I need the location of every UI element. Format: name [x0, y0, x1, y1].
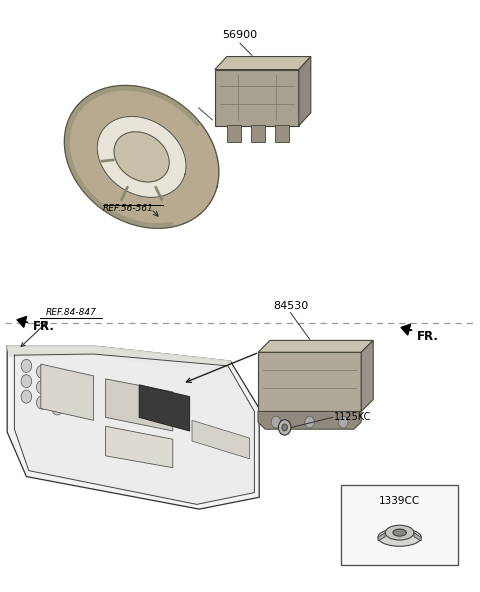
Ellipse shape [378, 529, 421, 546]
Polygon shape [258, 352, 361, 411]
Circle shape [282, 424, 288, 431]
Ellipse shape [393, 529, 407, 536]
Polygon shape [215, 70, 299, 126]
Polygon shape [7, 346, 230, 373]
Polygon shape [139, 385, 190, 431]
Circle shape [36, 381, 47, 394]
Circle shape [52, 371, 62, 384]
Polygon shape [215, 57, 311, 70]
Polygon shape [378, 533, 385, 541]
Text: FR.: FR. [33, 320, 55, 333]
Circle shape [278, 420, 291, 435]
FancyArrowPatch shape [17, 317, 27, 327]
Polygon shape [106, 426, 173, 468]
Text: FR.: FR. [417, 330, 439, 343]
Bar [251, 125, 265, 143]
Polygon shape [64, 85, 219, 229]
Circle shape [52, 402, 62, 415]
Circle shape [271, 416, 281, 428]
Polygon shape [41, 364, 94, 420]
Polygon shape [361, 340, 373, 411]
Ellipse shape [385, 525, 414, 540]
Circle shape [36, 365, 47, 378]
Circle shape [338, 416, 348, 428]
Polygon shape [114, 132, 169, 182]
Polygon shape [192, 420, 250, 459]
Circle shape [21, 375, 32, 388]
Circle shape [52, 387, 62, 400]
FancyArrowPatch shape [401, 324, 411, 335]
Polygon shape [258, 340, 373, 352]
Polygon shape [299, 57, 311, 126]
Bar [275, 125, 289, 143]
Circle shape [305, 416, 314, 428]
Text: 56900: 56900 [222, 30, 258, 40]
Circle shape [21, 359, 32, 372]
Text: REF.84-847: REF.84-847 [46, 308, 96, 317]
Text: 84530: 84530 [273, 301, 308, 311]
Polygon shape [14, 354, 254, 504]
Circle shape [36, 396, 47, 409]
Bar [227, 125, 241, 143]
Polygon shape [97, 117, 186, 197]
Bar [341, 485, 458, 565]
Polygon shape [414, 533, 421, 541]
Circle shape [21, 390, 32, 403]
Polygon shape [7, 346, 259, 509]
Text: 1339CC: 1339CC [379, 496, 420, 506]
Polygon shape [258, 411, 361, 429]
Text: 1125KC: 1125KC [334, 413, 371, 422]
Polygon shape [106, 379, 173, 431]
Text: REF.56-561: REF.56-561 [103, 204, 154, 213]
